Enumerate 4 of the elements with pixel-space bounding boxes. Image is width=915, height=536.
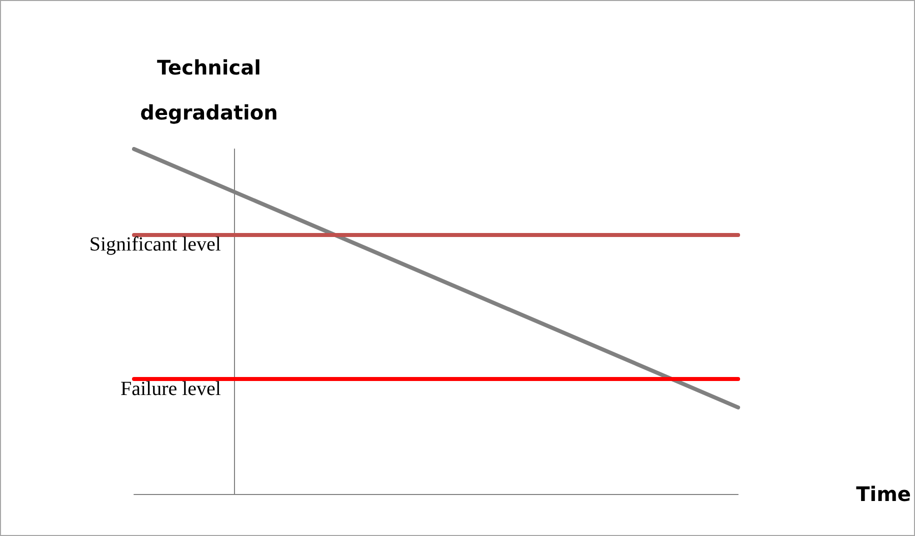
ref-line-label: Failure level [120,378,222,400]
x-axis-title: Time [856,482,912,506]
ref-line-label: Significant level [89,234,222,256]
y-axis-title: Technical degradation [140,56,278,124]
